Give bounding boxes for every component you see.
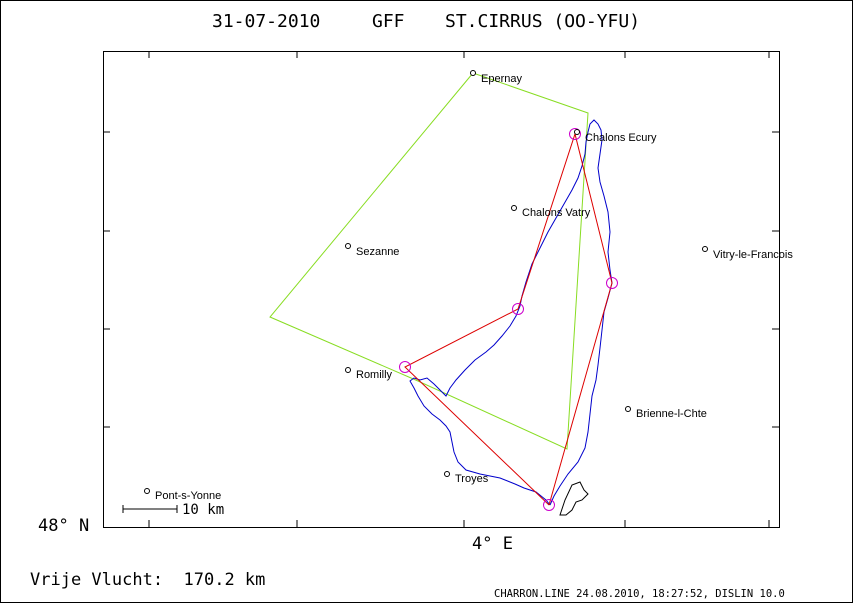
turnpoint-marker (606, 277, 618, 289)
map-frame (103, 51, 780, 528)
place-label: Brienne-l-Chte (636, 408, 707, 420)
place-vitry-le-francois: Vitry-le-Francois (702, 246, 793, 261)
latitude-label: 48° N (38, 516, 89, 536)
title-date: 31-07-2010 (212, 11, 320, 32)
lake-outline (559, 481, 589, 516)
place-romilly: Romilly (345, 367, 393, 381)
place-label: Epernay (481, 73, 522, 85)
turnpoints (399, 128, 618, 511)
place-label: Vitry-le-Francois (713, 249, 793, 261)
axis-ticks (103, 51, 779, 527)
place-pont-s-yonne: Pont-s-Yonne (144, 488, 221, 502)
place-brienne: Brienne-l-Chte (625, 406, 707, 420)
declared-task-line (269, 72, 589, 450)
place-label: Romilly (356, 369, 393, 381)
flown-task-line (404, 132, 613, 506)
place-troyes: Troyes (444, 471, 489, 485)
place-chalons-vatry: Chalons Vatry (511, 205, 591, 219)
title-aircraft: ST.CIRRUS (OO-YFU) (445, 11, 640, 32)
turnpoint-marker (569, 128, 581, 140)
place-chalons-ecury: Chalons Ecury (574, 129, 657, 144)
turnpoint-marker (399, 361, 411, 373)
software-credit: CHARRON.LINE 24.08.2010, 18:27:52, DISLI… (494, 588, 785, 600)
place-epernay: Epernay (470, 70, 522, 85)
place-label: Sezanne (356, 246, 399, 258)
turnpoint-marker (543, 499, 555, 511)
place-label: Troyes (455, 473, 489, 485)
title-club: GFF (372, 11, 405, 32)
place-label: Chalons Ecury (585, 132, 657, 144)
place-label: Pont-s-Yonne (155, 490, 221, 502)
scale-bar: 10 km (122, 502, 224, 518)
longitude-label: 4° E (472, 534, 513, 554)
place-label: Chalons Vatry (522, 207, 591, 219)
place-sezanne: Sezanne (345, 243, 399, 258)
scale-bar-label: 10 km (182, 502, 224, 518)
flight-distance: Vrije Vlucht: 170.2 km (30, 570, 265, 590)
gps-track (409, 119, 613, 506)
turnpoint-marker (512, 303, 524, 315)
